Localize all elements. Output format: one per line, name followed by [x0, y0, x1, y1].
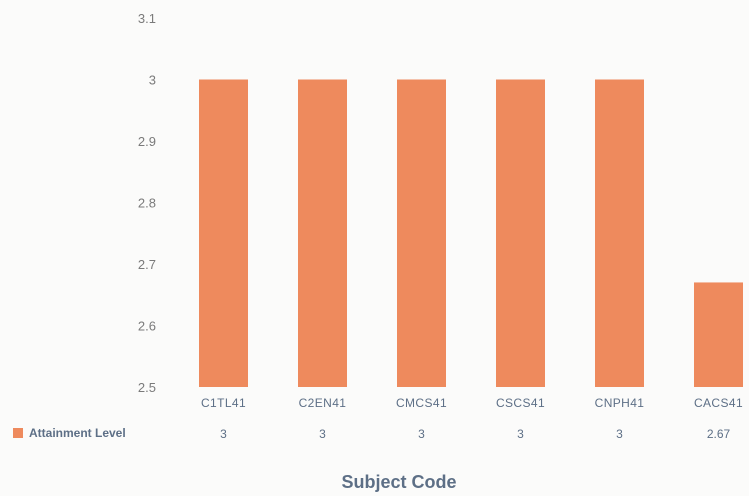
- data-table-value: 2.67: [707, 427, 731, 441]
- y-tick-label: 2.6: [138, 319, 156, 334]
- legend-swatch: [13, 428, 23, 438]
- y-axis-ticks: 2.5 2.6 2.7 2.8 2.9 3 3.1: [138, 11, 156, 395]
- x-category-label: CACS41: [694, 396, 743, 410]
- bar: [595, 79, 644, 387]
- y-tick-label: 3: [149, 73, 156, 88]
- bar: [298, 79, 347, 387]
- y-tick-label: 3.1: [138, 11, 156, 26]
- x-category-label: CSCS41: [496, 396, 545, 410]
- data-table-values: 3 3 3 3 3 2.67: [220, 427, 730, 441]
- bar: [496, 79, 545, 387]
- data-table-value: 3: [616, 427, 623, 441]
- x-axis-title: Subject Code: [341, 472, 456, 492]
- x-category-label: CMCS41: [396, 396, 447, 410]
- x-category-label: C1TL41: [201, 396, 246, 410]
- bar: [694, 282, 743, 387]
- x-category-label: C2EN41: [299, 396, 347, 410]
- y-tick-label: 2.8: [138, 196, 156, 211]
- bar: [199, 79, 248, 387]
- data-table-value: 3: [418, 427, 425, 441]
- x-category-label: CNPH41: [595, 396, 645, 410]
- legend-label: Attainment Level: [29, 426, 126, 440]
- bar: [397, 79, 446, 387]
- data-table-value: 3: [220, 427, 227, 441]
- y-tick-label: 2.7: [138, 257, 156, 272]
- legend-row: Attainment Level: [13, 426, 126, 440]
- x-axis-category-labels: C1TL41 C2EN41 CMCS41 CSCS41 CNPH41 CACS41: [201, 396, 743, 410]
- data-table-value: 3: [319, 427, 326, 441]
- y-tick-label: 2.5: [138, 380, 156, 395]
- y-tick-label: 2.9: [138, 134, 156, 149]
- data-table-value: 3: [517, 427, 524, 441]
- bars-group: [199, 79, 743, 387]
